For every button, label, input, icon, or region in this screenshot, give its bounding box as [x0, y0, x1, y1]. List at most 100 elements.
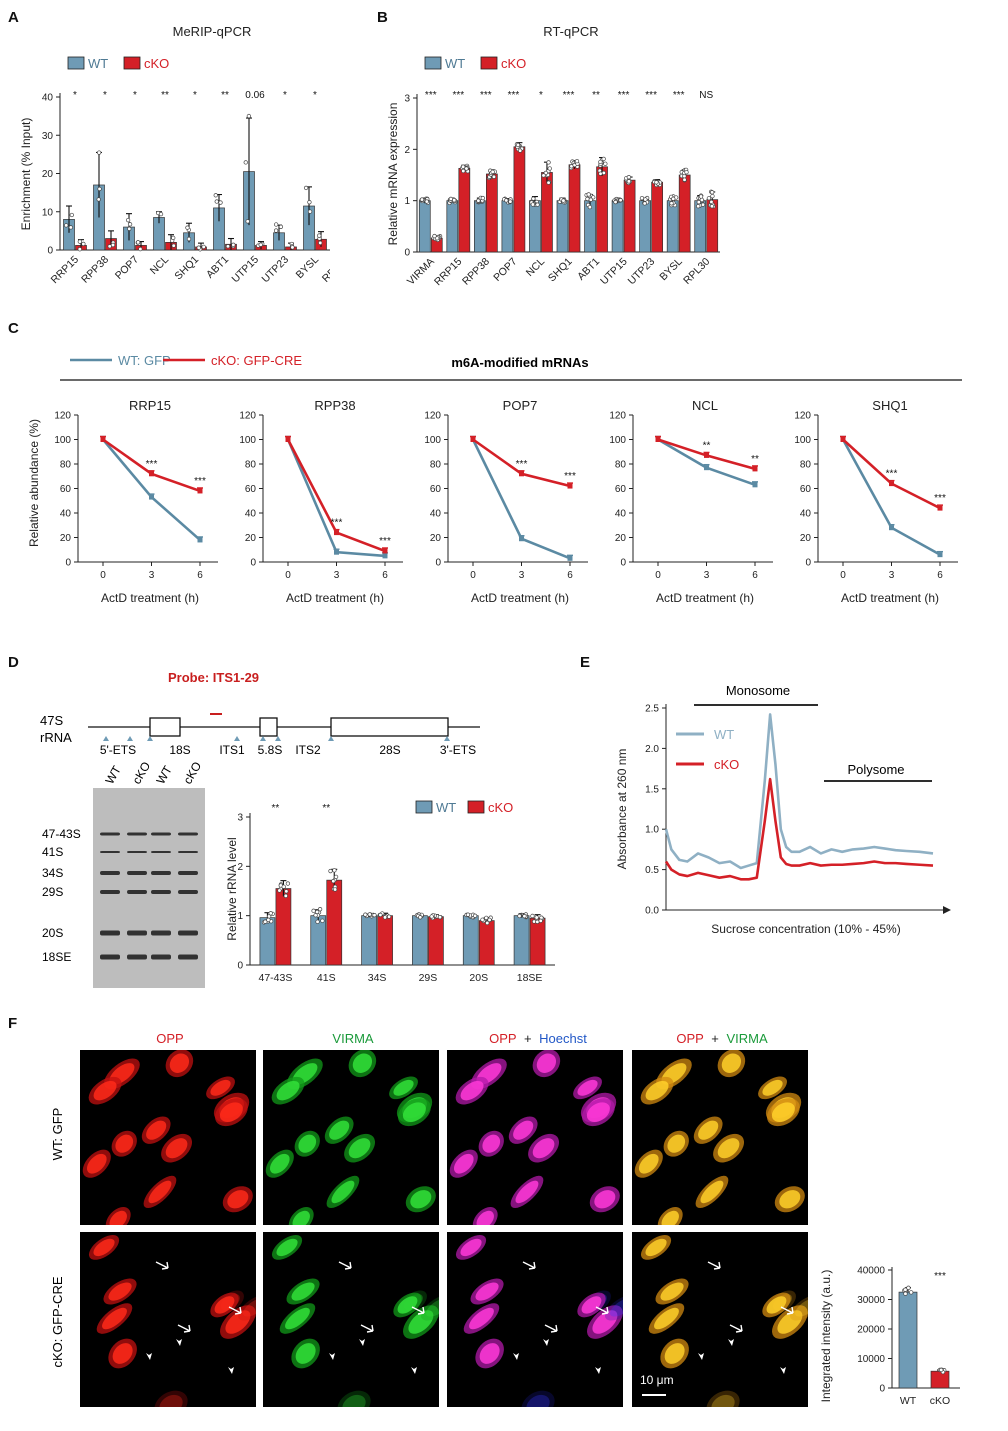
category-label: UTP15: [230, 254, 262, 286]
cell-nucleus-core: [214, 1296, 235, 1314]
blot-band: [127, 930, 147, 936]
cell-nucleus-core: [532, 1138, 555, 1159]
data-point: [127, 222, 133, 227]
panel-c-header: m6A-modified mRNAs: [451, 355, 588, 370]
cell-nucleus-core: [115, 1134, 134, 1153]
cell-nucleus-core: [664, 1343, 685, 1364]
arrow-marker: [411, 1306, 425, 1315]
cell-nucleus-core: [146, 1120, 167, 1140]
bar-wt: [556, 200, 569, 253]
category-label: BYSL: [294, 254, 322, 282]
legend-wt-label: WT: [445, 56, 465, 71]
cell-nucleus-core: [766, 1296, 787, 1314]
significance-label: *: [103, 90, 107, 101]
cell-nucleus-core: [645, 1080, 669, 1101]
micrograph-cko-opp: [80, 1232, 256, 1407]
micrograph-wt-opp: [80, 1050, 256, 1225]
data-point: [519, 471, 524, 477]
bar-cko: [513, 146, 526, 253]
data-point: [472, 913, 478, 918]
category-label: 20S: [469, 972, 488, 984]
series-line-wt: [102, 438, 201, 541]
y-tick-label: 100: [239, 435, 256, 446]
data-point: [461, 164, 466, 169]
micrograph-canvas: [634, 1050, 805, 1225]
data-point: [218, 200, 223, 205]
data-point: [709, 190, 715, 195]
data-point: [484, 915, 489, 920]
blot-band-label: 47-43S: [42, 827, 81, 841]
cleavage-site: [444, 736, 450, 741]
cell-nucleus-core: [698, 1120, 719, 1140]
y-tick-label: 80: [800, 460, 812, 471]
data-point: [96, 150, 102, 155]
bar-cko: [377, 915, 393, 966]
arrow-marker: [522, 1261, 536, 1270]
y-tick-label: 40: [245, 509, 257, 520]
blot-band-label: 18SE: [42, 950, 71, 964]
data-point: [530, 913, 535, 919]
cell-nucleus-core: [331, 1180, 355, 1204]
legend-cko-label: cKO: [501, 56, 526, 71]
col-title-plus: +: [711, 1031, 719, 1046]
significance-label: **: [221, 90, 229, 101]
data-point: [587, 204, 593, 210]
data-point: [201, 244, 206, 250]
data-point: [682, 177, 687, 182]
data-point: [709, 204, 715, 209]
y-tick-label: 20: [430, 533, 442, 544]
category-label: VIRMA: [405, 256, 437, 288]
micrograph-canvas: [455, 1235, 623, 1407]
y-tick-label: 60: [245, 484, 257, 495]
data-point: [273, 228, 279, 233]
cell-nucleus: [237, 1294, 256, 1321]
y-tick-label: 100: [424, 435, 441, 446]
data-point: [598, 159, 603, 165]
data-point: [889, 481, 894, 487]
col-title-opp-part: OPP: [489, 1031, 516, 1046]
data-point: [654, 180, 659, 185]
cell-nucleus-core: [594, 1190, 616, 1209]
cell-nucleus-core: [721, 1053, 742, 1073]
arrowhead-marker: [513, 1353, 519, 1360]
data-point: [470, 437, 476, 442]
panel-b-chart: B RT-qPCR WT cKO Relative mRNA expressio…: [377, 9, 720, 288]
significance-label: ***: [886, 469, 898, 480]
bar-wt: [529, 200, 541, 253]
data-point: [127, 226, 132, 231]
bar-wt: [666, 200, 679, 253]
data-point: [285, 881, 291, 886]
arrow-marker: [228, 1306, 242, 1315]
data-point: [476, 198, 481, 203]
data-point: [465, 912, 471, 917]
data-point: [485, 920, 490, 926]
bar-cko: [568, 164, 581, 253]
y-tick-label: 3: [404, 94, 410, 105]
significance-label: *: [283, 90, 287, 101]
significance-label: ***: [564, 471, 576, 482]
blot-band: [127, 890, 147, 894]
cell-nucleus-core: [219, 1102, 243, 1122]
panel-e-ylabel: Absorbance at 260 nm: [615, 749, 629, 870]
cell-nucleus-core: [667, 1134, 686, 1153]
data-point: [100, 437, 106, 442]
y-tick-label: 0: [620, 558, 626, 569]
cell-nucleus-core: [285, 1307, 310, 1330]
arrow-marker: [544, 1324, 558, 1333]
data-point: [363, 912, 368, 917]
data-point: [318, 240, 323, 246]
y-tick-label: 2.0: [645, 744, 659, 755]
significance-label: **: [703, 440, 711, 451]
data-point: [258, 242, 263, 247]
significance-label: *: [313, 90, 317, 101]
data-point: [752, 466, 758, 472]
data-point: [225, 244, 231, 249]
x-tick-label: 3: [149, 570, 155, 581]
panel-label-b: B: [377, 9, 388, 26]
probe-label: Probe: ITS1-29: [168, 670, 259, 685]
cell-nucleus: [420, 1294, 439, 1321]
micrograph-canvas: [271, 1235, 439, 1407]
significance-label: ***: [425, 90, 437, 101]
blot-band: [151, 871, 171, 875]
panel-a-chart: A MeRIP-qPCR WT cKO Enrichment (% Input)…: [8, 9, 330, 286]
